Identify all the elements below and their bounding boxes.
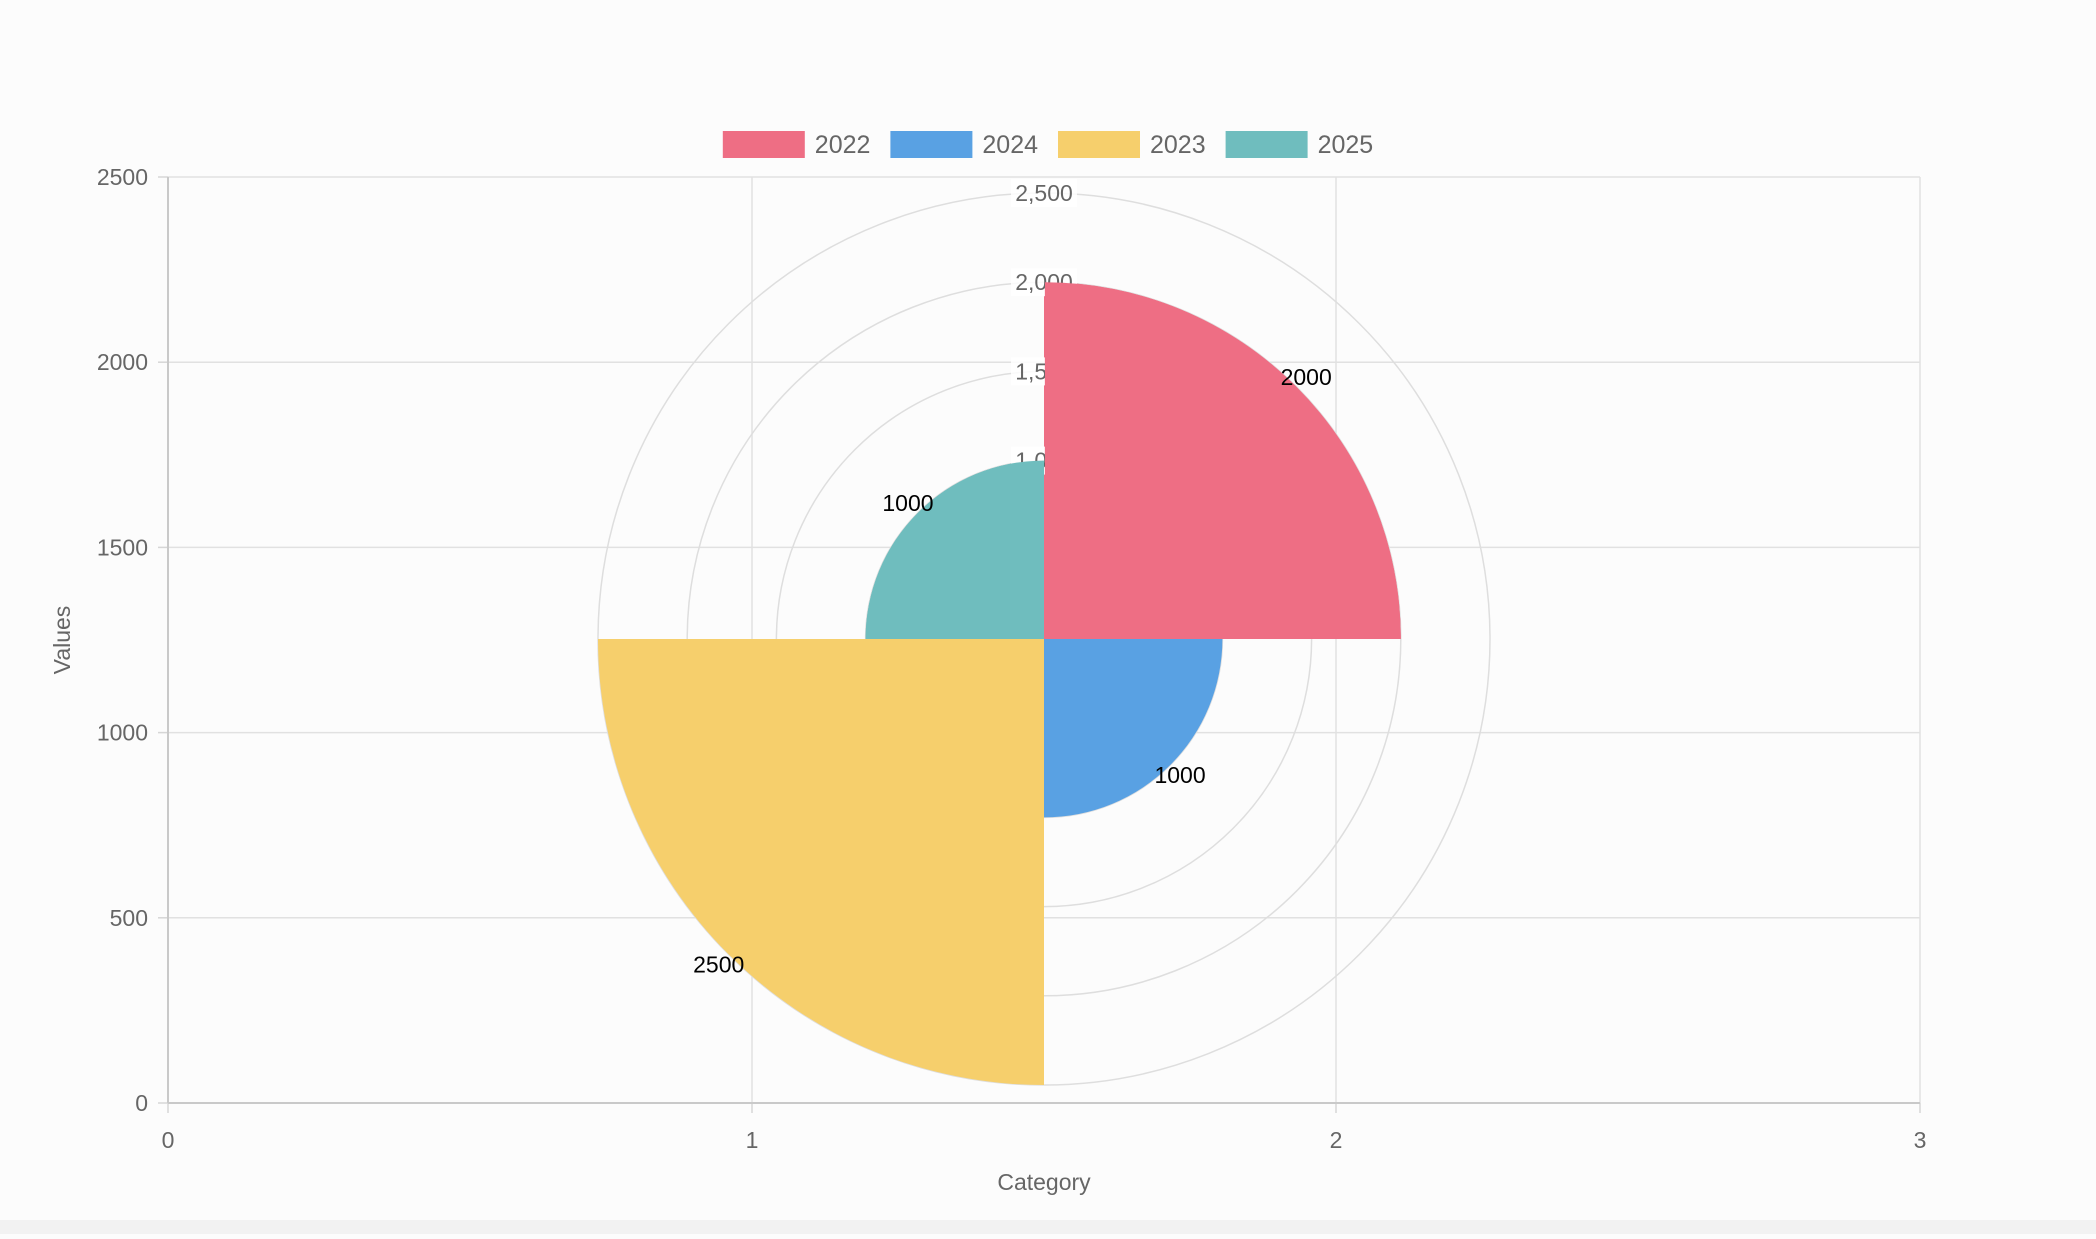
- y-tick-label: 1000: [97, 720, 148, 746]
- legend-swatch: [1058, 131, 1140, 158]
- data-label-2025: 1000: [882, 490, 933, 516]
- y-tick-label: 500: [110, 905, 148, 931]
- y-tick-label: 2500: [97, 164, 148, 190]
- x-axis-title: Category: [997, 1169, 1091, 1195]
- legend-label: 2022: [815, 131, 871, 159]
- x-tick-label: 1: [746, 1127, 759, 1153]
- legend-item-2024: 2024: [890, 131, 1038, 159]
- slice-overlay-2022: [1045, 282, 1401, 639]
- slice-2023: [598, 639, 1044, 1085]
- legend-item-2025: 2025: [1225, 131, 1374, 159]
- data-labels: 2000 1000 2500 1000: [693, 364, 1332, 977]
- axes: 0 500 1000 1500 2000 2500 0 1 2 3 Category Values: [49, 164, 1926, 1195]
- legend-label: 2023: [1150, 131, 1206, 159]
- legend-item-2023: 2023: [1058, 131, 1206, 159]
- x-tick-label: 2: [1330, 1127, 1343, 1153]
- slice-2024: [1044, 639, 1223, 818]
- y-tick-label: 2000: [97, 349, 148, 375]
- x-tick-label: 3: [1914, 1127, 1927, 1153]
- data-label-2022: 2000: [1281, 364, 1332, 390]
- slice-overlay-2025: [865, 460, 1044, 639]
- x-tick-label: 0: [162, 1127, 175, 1153]
- y-axis-title: Values: [49, 606, 75, 675]
- legend: 2022 2024 2023 2025: [722, 131, 1374, 159]
- legend-swatch: [1225, 131, 1308, 158]
- data-label-2024: 1000: [1154, 762, 1205, 788]
- bottom-strip: [0, 1220, 2096, 1234]
- legend-label: 2025: [1318, 131, 1374, 159]
- legend-item-2022: 2022: [722, 131, 871, 159]
- y-tick-label: 1500: [97, 534, 148, 560]
- radial-tick-backdrop: [1011, 179, 1077, 207]
- legend-swatch: [722, 131, 805, 158]
- legend-swatch: [890, 131, 973, 158]
- data-label-2023: 2500: [693, 951, 744, 977]
- y-tick-label: 0: [135, 1090, 148, 1116]
- radial-tick-label: 2,500: [1015, 180, 1073, 206]
- legend-label: 2024: [982, 131, 1038, 159]
